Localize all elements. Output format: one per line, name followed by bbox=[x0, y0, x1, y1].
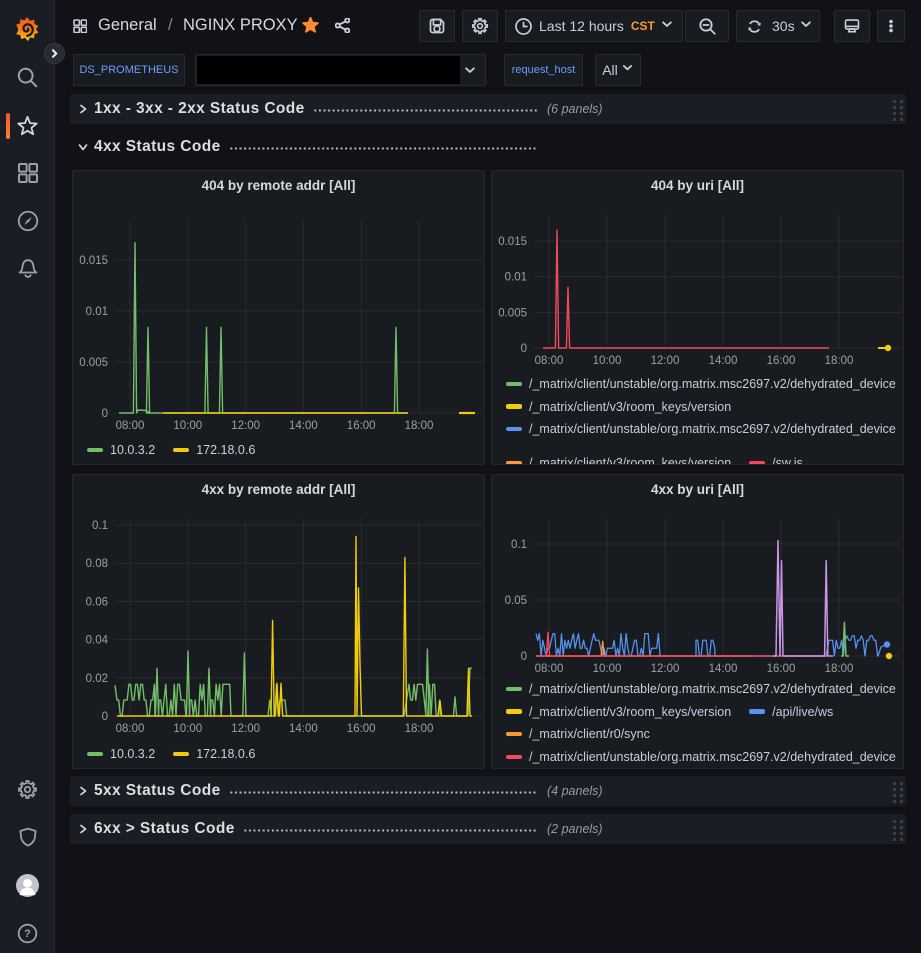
svg-text:10:00: 10:00 bbox=[173, 420, 202, 432]
svg-text:0: 0 bbox=[521, 343, 527, 355]
svg-text:0: 0 bbox=[521, 651, 527, 663]
svg-text:12:00: 12:00 bbox=[651, 355, 680, 367]
svg-text:0.04: 0.04 bbox=[86, 635, 109, 647]
svg-text:12:00: 12:00 bbox=[231, 420, 260, 432]
svg-text:14:00: 14:00 bbox=[709, 663, 738, 675]
svg-text:0.02: 0.02 bbox=[86, 673, 108, 685]
svg-text:0.015: 0.015 bbox=[498, 236, 527, 248]
svg-text:0.01: 0.01 bbox=[505, 272, 527, 284]
svg-text:12:00: 12:00 bbox=[651, 663, 680, 675]
svg-text:16:00: 16:00 bbox=[767, 355, 796, 367]
svg-text:14:00: 14:00 bbox=[709, 355, 738, 367]
svg-text:0.005: 0.005 bbox=[498, 307, 527, 319]
svg-text:0: 0 bbox=[102, 711, 108, 723]
svg-text:08:00: 08:00 bbox=[535, 663, 564, 675]
svg-text:18:00: 18:00 bbox=[405, 723, 434, 735]
svg-text:16:00: 16:00 bbox=[347, 723, 376, 735]
svg-text:0.08: 0.08 bbox=[86, 558, 108, 570]
svg-text:0: 0 bbox=[102, 408, 108, 420]
svg-text:18:00: 18:00 bbox=[405, 420, 434, 432]
svg-text:0.015: 0.015 bbox=[79, 255, 108, 267]
svg-text:10:00: 10:00 bbox=[593, 355, 622, 367]
svg-text:08:00: 08:00 bbox=[535, 355, 564, 367]
svg-text:16:00: 16:00 bbox=[347, 420, 376, 432]
svg-text:10:00: 10:00 bbox=[173, 723, 202, 735]
svg-text:0.06: 0.06 bbox=[86, 596, 108, 608]
svg-text:0.005: 0.005 bbox=[79, 357, 108, 369]
svg-text:0.01: 0.01 bbox=[86, 306, 108, 318]
svg-text:08:00: 08:00 bbox=[116, 420, 145, 432]
svg-text:0.1: 0.1 bbox=[92, 520, 108, 532]
svg-text:0.1: 0.1 bbox=[511, 539, 527, 551]
svg-text:10:00: 10:00 bbox=[593, 663, 622, 675]
svg-text:08:00: 08:00 bbox=[116, 723, 145, 735]
svg-text:18:00: 18:00 bbox=[825, 355, 854, 367]
svg-text:?: ? bbox=[24, 928, 31, 940]
svg-text:16:00: 16:00 bbox=[767, 663, 796, 675]
svg-text:0.05: 0.05 bbox=[505, 595, 527, 607]
svg-text:14:00: 14:00 bbox=[289, 420, 318, 432]
svg-text:18:00: 18:00 bbox=[825, 663, 854, 675]
svg-text:14:00: 14:00 bbox=[289, 723, 318, 735]
svg-text:12:00: 12:00 bbox=[231, 723, 260, 735]
